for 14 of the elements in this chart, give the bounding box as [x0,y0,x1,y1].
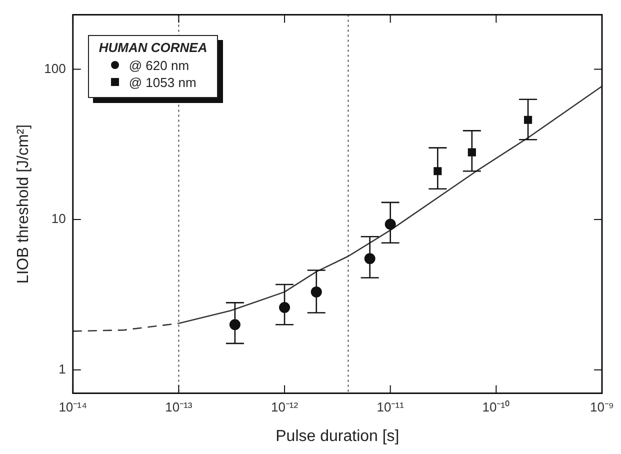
x-tick-label: 10⁻¹² [270,400,299,415]
y-tick-label: 10 [51,211,66,226]
legend-label: @ 1053 nm [128,74,196,90]
x-tick-label: 10⁻¹⁰ [482,400,510,415]
x-tick-label: 10⁻¹³ [165,400,193,415]
legend-label: @ 620 nm [128,58,190,73]
x-tick-label: 10⁻¹¹ [376,400,405,415]
y-axis-title: LIOB threshold [J/cm²] [15,124,32,284]
legend-title: HUMAN CORNEA [98,40,208,55]
x-tick-label: 10⁻¹⁴ [58,400,88,415]
x-axis-title: Pulse duration [s] [276,428,400,445]
y-tick-label: 1 [58,361,66,376]
x-tick-label: 10⁻⁹ [590,400,614,415]
y-tick-label: 100 [44,60,66,76]
